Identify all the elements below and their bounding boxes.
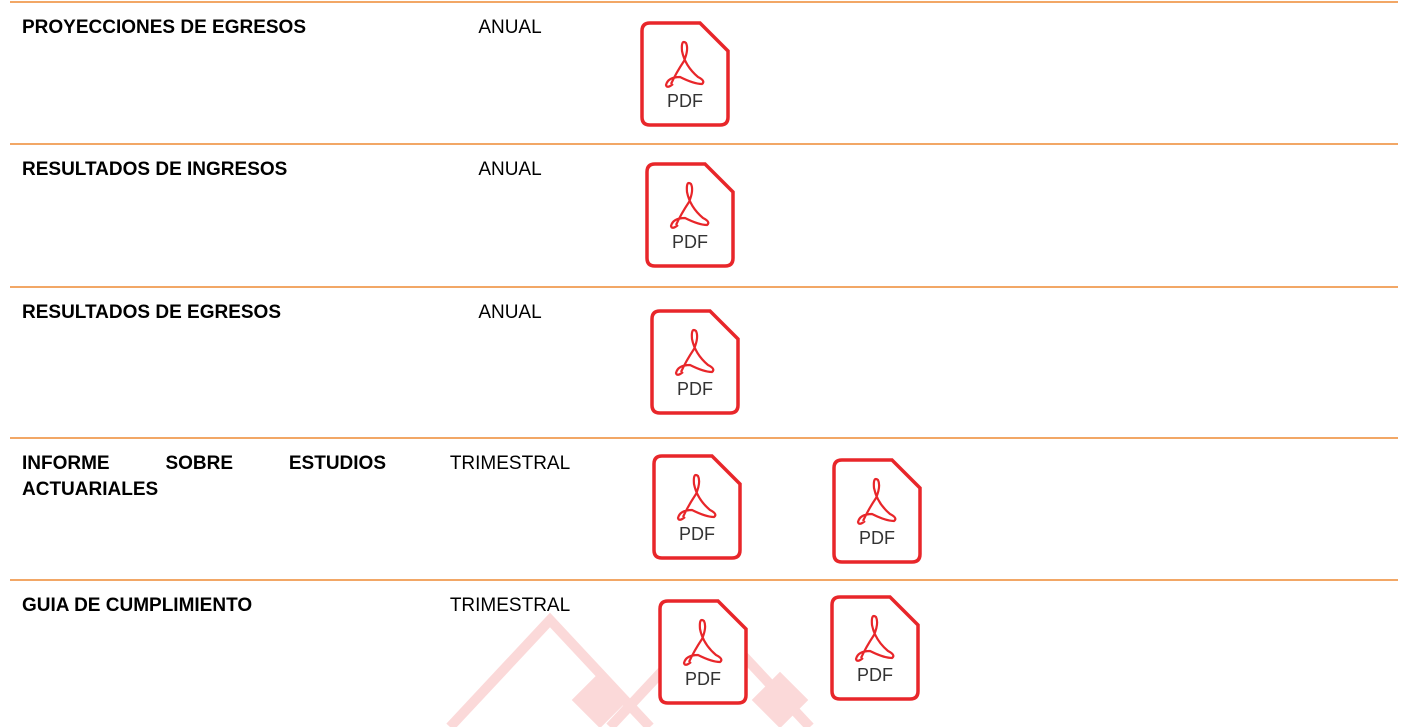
- report-name: GUIA DE CUMPLIMIENTO: [22, 595, 253, 616]
- pdf-icon[interactable]: PDF: [645, 162, 735, 268]
- watermark: [446, 612, 814, 727]
- report-name: RESULTADOS DE EGRESOS: [22, 302, 281, 323]
- pdf-graphic: PDF: [830, 595, 920, 701]
- report-name: RESULTADOS DE INGRESOS: [22, 159, 288, 180]
- pdf-label: PDF: [857, 665, 893, 685]
- pdf-label: PDF: [859, 528, 895, 548]
- pdf-graphic: PDF: [640, 21, 730, 127]
- pdf-label: PDF: [677, 379, 713, 399]
- pdf-graphic: PDF: [652, 454, 742, 560]
- pdf-icon[interactable]: PDF: [650, 309, 740, 415]
- frequency: ANUAL: [478, 159, 542, 180]
- pdf-graphic: PDF: [658, 599, 748, 705]
- pdf-label: PDF: [672, 232, 708, 252]
- table-row: GUIA DE CUMPLIMIENTO TRIMESTRAL PDF PDF: [10, 579, 1398, 727]
- table-row: RESULTADOS DE EGRESOS ANUAL PDF: [10, 286, 1398, 437]
- report-name: INFORME SOBRE ESTUDIOS ACTUARIALES: [22, 453, 386, 500]
- pdf-graphic: PDF: [650, 309, 740, 415]
- table-row: INFORME SOBRE ESTUDIOS ACTUARIALES TRIMES…: [10, 437, 1398, 579]
- pdf-icon[interactable]: PDF: [832, 458, 922, 564]
- pdf-graphic: PDF: [832, 458, 922, 564]
- pdf-icon[interactable]: PDF: [652, 454, 742, 560]
- pdf-icon[interactable]: PDF: [640, 21, 730, 127]
- pdf-label: PDF: [679, 524, 715, 544]
- table-row: PROYECCIONES DE EGRESOS ANUAL PDF: [10, 1, 1398, 143]
- frequency: TRIMESTRAL: [449, 453, 571, 474]
- pdf-label: PDF: [667, 91, 703, 111]
- pdf-icon[interactable]: PDF: [658, 599, 748, 705]
- pdf-icon[interactable]: PDF: [830, 595, 920, 701]
- frequency: ANUAL: [478, 17, 542, 38]
- table-row: RESULTADOS DE INGRESOS ANUAL PDF: [10, 143, 1398, 286]
- frequency: ANUAL: [478, 302, 542, 323]
- pdf-label: PDF: [685, 669, 721, 689]
- frequency: TRIMESTRAL: [449, 595, 571, 616]
- report-name: PROYECCIONES DE EGRESOS: [22, 17, 307, 38]
- pdf-graphic: PDF: [645, 162, 735, 268]
